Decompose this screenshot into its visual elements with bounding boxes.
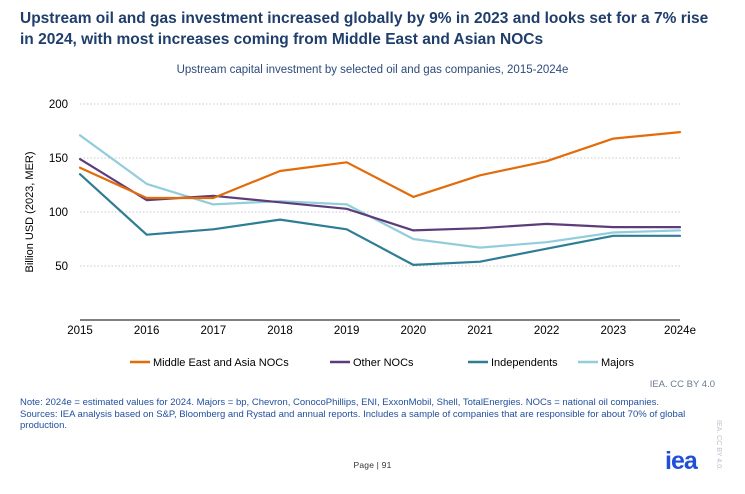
credit-text: IEA. CC BY 4.0 <box>649 379 715 390</box>
x-tick-label: 2023 <box>601 325 627 337</box>
x-tick-label: 2017 <box>201 325 227 337</box>
x-tick-label: 2021 <box>467 325 493 337</box>
sources-text: Sources: IEA analysis based on S&P, Bloo… <box>20 408 686 432</box>
series-line-1 <box>78 158 682 232</box>
x-tick-label: 2019 <box>334 325 360 337</box>
y-tick-label: 100 <box>49 207 68 219</box>
headline: Upstream oil and gas investment increase… <box>20 10 709 48</box>
y-tick-label: 200 <box>49 99 68 111</box>
x-tick-label: 2015 <box>67 325 93 337</box>
x-tick-label: 2022 <box>534 325 560 337</box>
notes: Note: 2024e = estimated values for 2024.… <box>20 397 710 432</box>
series-line-2 <box>78 173 682 266</box>
series-line-3 <box>78 134 682 249</box>
legend-label: Middle East and Asia NOCs <box>153 357 289 369</box>
vertical-credit: IEA. CC BY 4.0. <box>715 420 722 471</box>
x-tick-label: 2020 <box>401 325 427 337</box>
x-tick-label: 2018 <box>267 325 293 337</box>
y-tick-label: 50 <box>55 261 68 273</box>
y-tick-label: 150 <box>49 153 68 165</box>
page-number: Page | 91 <box>353 460 392 470</box>
x-tick-label: 2016 <box>134 325 160 337</box>
series-line-0 <box>78 131 682 200</box>
note-text: Note: 2024e = estimated values for 2024.… <box>20 397 660 408</box>
legend-label: Other NOCs <box>353 357 414 369</box>
y-axis-label: Billion USD (2023, MER) <box>24 151 36 272</box>
x-tick-label: 2024e <box>664 325 696 337</box>
legend-label: Majors <box>601 357 635 369</box>
legend-label: Independents <box>491 357 558 369</box>
chart-title: Upstream capital investment by selected … <box>176 64 569 76</box>
line-chart: 50 100 150 200 2015 2016 2017 2018 2019 2020 2021 2… <box>24 99 696 369</box>
iea-logo: iea <box>665 447 698 475</box>
